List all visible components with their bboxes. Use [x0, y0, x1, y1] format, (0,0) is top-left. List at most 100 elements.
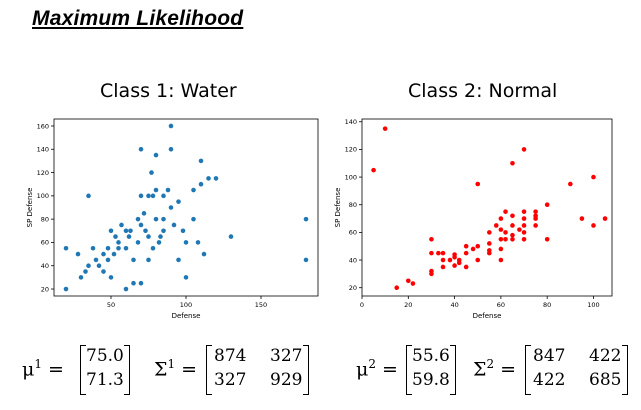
- data-point: [498, 227, 504, 232]
- data-point: [447, 257, 453, 263]
- data-point: [123, 286, 129, 292]
- mu2-label: μ2 =: [356, 357, 398, 381]
- y-tick-label: 120: [345, 146, 357, 154]
- sigma1-label: Σ1 =: [154, 357, 198, 381]
- data-point: [113, 234, 118, 239]
- y-tick-label: 60: [41, 239, 49, 247]
- mu1-right-bracket: [124, 345, 130, 395]
- data-point: [591, 223, 596, 228]
- sigma2-value: 685: [589, 370, 622, 390]
- data-point: [436, 250, 441, 256]
- mu1-label: μ1 =: [22, 357, 64, 381]
- data-point: [206, 176, 211, 181]
- data-point: [86, 263, 91, 269]
- data-point: [371, 167, 376, 173]
- y-tick-label: 100: [345, 173, 357, 181]
- data-point: [161, 228, 166, 234]
- data-point: [116, 245, 121, 251]
- mu2-value: 59.8: [412, 370, 450, 390]
- sigma1-value: 327: [214, 370, 247, 390]
- data-point: [146, 193, 151, 199]
- data-point: [463, 250, 469, 256]
- data-point: [493, 223, 499, 228]
- data-point: [533, 209, 538, 214]
- sigma2-left-bracket: [525, 345, 531, 395]
- sigma1-value: 874: [214, 346, 247, 366]
- data-point: [156, 240, 162, 245]
- mu2-right-bracket: [450, 345, 456, 395]
- data-point: [183, 240, 189, 245]
- data-point: [405, 278, 411, 284]
- chart1-title: Class 1: Water: [100, 80, 237, 102]
- data-point: [475, 243, 481, 249]
- data-point: [503, 209, 508, 214]
- data-point: [119, 222, 124, 228]
- y-axis-label: SP Defense: [26, 188, 34, 228]
- data-point: [161, 193, 166, 199]
- y-tick-label: 40: [41, 262, 49, 270]
- data-point: [198, 158, 204, 164]
- mu2-value: 55.6: [412, 346, 450, 366]
- data-point: [176, 257, 181, 263]
- data-point: [75, 251, 81, 257]
- data-point: [149, 170, 154, 175]
- sigma1-left-bracket: [206, 345, 212, 395]
- data-point: [382, 126, 388, 131]
- data-point: [503, 237, 508, 242]
- y-tick-label: 60: [349, 229, 357, 237]
- data-point: [105, 257, 111, 263]
- mu2-left-bracket: [406, 345, 412, 395]
- chart2-title: Class 2: Normal: [408, 80, 558, 102]
- data-point: [533, 223, 538, 228]
- data-point: [150, 193, 156, 199]
- y-tick-label: 100: [37, 192, 49, 200]
- data-point: [510, 232, 515, 238]
- data-point: [128, 228, 133, 234]
- data-point: [602, 216, 608, 221]
- data-point: [138, 222, 144, 228]
- mu1-value: 75.0: [86, 346, 124, 366]
- data-point: [150, 245, 156, 251]
- data-point: [463, 264, 469, 270]
- data-point: [101, 269, 106, 274]
- mu1-value: 71.3: [86, 370, 124, 390]
- data-point: [503, 230, 508, 235]
- data-point: [394, 285, 400, 291]
- data-point: [191, 216, 196, 222]
- sigma1-value: 929: [270, 370, 303, 390]
- data-point: [135, 216, 141, 222]
- data-point: [498, 257, 504, 263]
- data-point: [198, 181, 204, 187]
- data-point: [191, 187, 196, 193]
- data-point: [521, 147, 527, 152]
- data-point: [135, 240, 141, 245]
- page-title: Maximum Likelihood: [32, 7, 244, 30]
- data-point: [303, 257, 309, 263]
- data-point: [141, 211, 147, 216]
- data-point: [105, 245, 111, 251]
- data-point: [161, 216, 166, 222]
- data-point: [63, 245, 69, 251]
- sigma2-value: 422: [533, 370, 566, 390]
- data-point: [429, 237, 434, 242]
- data-point: [521, 237, 527, 242]
- data-point: [517, 227, 522, 232]
- data-point: [146, 234, 151, 239]
- x-tick-label: 50: [107, 301, 115, 309]
- data-point: [165, 187, 171, 193]
- data-point: [153, 152, 159, 158]
- data-point: [131, 257, 136, 263]
- data-point: [487, 241, 492, 246]
- data-point: [108, 275, 114, 280]
- data-point: [410, 281, 416, 286]
- normal-scatter-chart: 0 20 40 60 80 100 20 40 60 80 100 120 140 Defense SP D…: [334, 118, 613, 320]
- y-tick-label: 140: [345, 118, 357, 126]
- data-point: [521, 209, 527, 214]
- data-point: [463, 243, 469, 249]
- data-point: [123, 245, 129, 251]
- mu1-left-bracket: [80, 345, 86, 395]
- sigma1-right-bracket: [303, 345, 309, 395]
- y-tick-label: 40: [349, 256, 357, 264]
- plot-area: [361, 118, 613, 297]
- sigma2-value: 847: [533, 346, 566, 366]
